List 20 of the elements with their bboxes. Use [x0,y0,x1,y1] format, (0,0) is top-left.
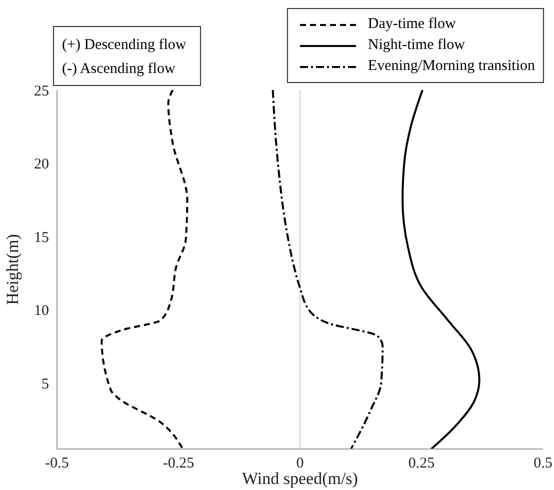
line-series [272,90,384,449]
x-axis-title: Wind speed(m/s) [242,469,358,488]
y-tick-label: 5 [42,376,49,392]
y-tick-label: 20 [34,156,49,173]
line-series [100,90,188,449]
y-tick-label: 15 [34,230,49,246]
x-tick-label: 0 [296,456,304,472]
y-axis-title: Height(m) [3,234,22,305]
x-tick-label: -0.25 [162,456,194,472]
y-tick-label: 25 [34,83,49,100]
line-series [402,90,480,449]
text: (+) Descending flow [62,36,186,55]
legend-label: Day-time flow [368,15,456,34]
legend-label: Night-time flow [368,36,465,55]
text: (-) Ascending flow [62,60,176,79]
x-tick-label: 0.5 [534,456,552,472]
y-tick-label: 10 [34,303,49,320]
x-tick-label: -0.5 [45,456,69,472]
legend-label: Evening/Morning transition [368,57,535,76]
x-tick-label: 0.25 [408,456,435,472]
